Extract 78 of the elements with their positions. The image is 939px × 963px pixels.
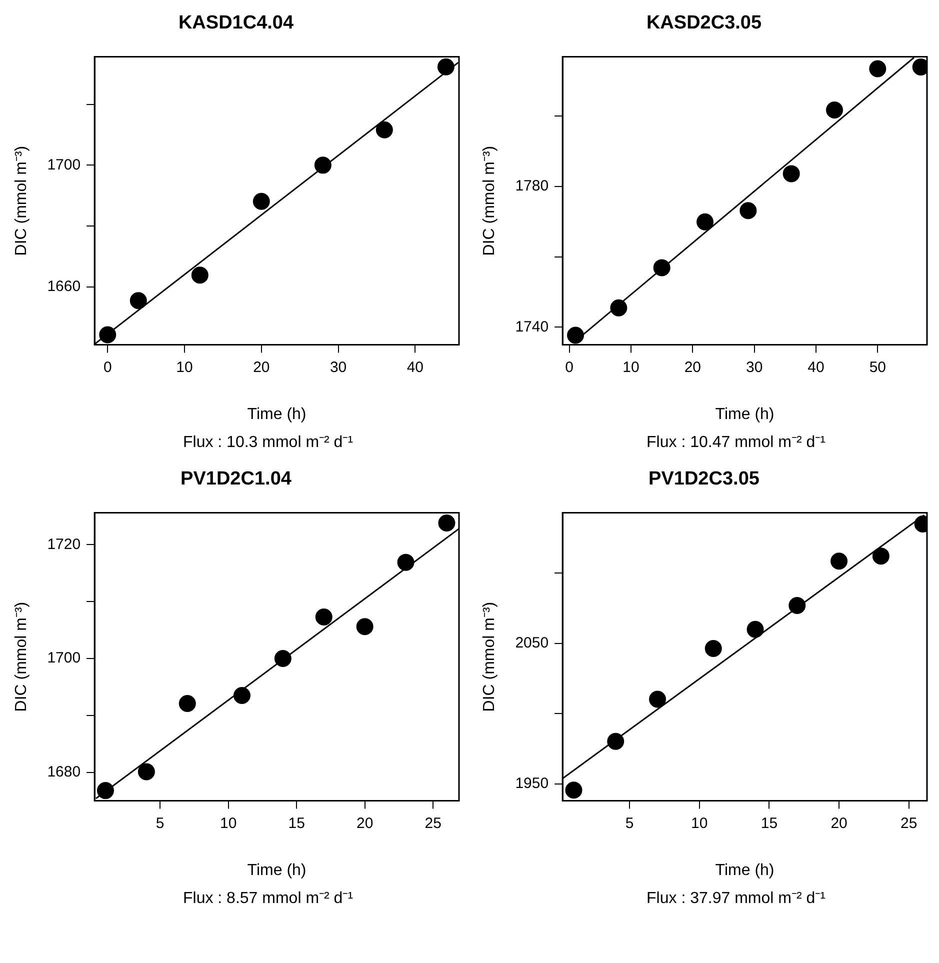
point — [746, 620, 764, 638]
point — [610, 299, 628, 316]
point — [649, 690, 666, 708]
point — [872, 548, 890, 565]
point — [138, 763, 155, 780]
x-axis-title: Time (h) — [247, 862, 306, 879]
point — [274, 650, 292, 668]
x-tick-label: 5 — [625, 814, 634, 832]
point — [607, 732, 624, 750]
text: Flux : 8.57 mmol m⁻² d⁻¹ — [182, 889, 354, 908]
point — [397, 554, 414, 571]
point — [830, 552, 848, 570]
x-tick-label: 20 — [356, 814, 374, 832]
point — [869, 60, 886, 78]
x-tick-label: 15 — [760, 814, 778, 832]
x-tick-label: 40 — [808, 358, 824, 376]
y-axis-title: DIC (mmol m⁻³) — [481, 602, 498, 712]
y-tick-label: 2050 — [515, 634, 549, 652]
x-tick-label: 20 — [830, 814, 848, 832]
point — [653, 259, 670, 276]
y-tick-label: 1700 — [47, 156, 81, 174]
point — [438, 514, 456, 532]
x-tick-label: 25 — [900, 814, 918, 832]
point — [788, 597, 806, 614]
x-tick-label: 30 — [330, 358, 347, 376]
point — [376, 121, 393, 138]
y-tick-label: 1740 — [515, 318, 549, 336]
point — [826, 101, 844, 118]
y-tick-label: 1700 — [47, 650, 81, 667]
chart-title: PV1D2C1.04 — [180, 468, 292, 490]
point — [567, 326, 584, 344]
x-tick-label: 50 — [869, 358, 886, 376]
y-axis-title: DIC (mmol m⁻³) — [13, 146, 30, 256]
point — [315, 608, 332, 626]
x-axis-title: Time (h) — [715, 862, 774, 879]
text: Flux : 37.97 mmol m⁻² d⁻¹ — [646, 889, 826, 908]
point — [565, 782, 582, 799]
x-tick-label: 15 — [288, 814, 305, 832]
chart-title: KASD1C4.04 — [178, 12, 294, 34]
point — [740, 202, 757, 220]
y-tick-label: 1660 — [47, 278, 81, 296]
y-axis-title: DIC (mmol m⁻³) — [481, 146, 498, 256]
point — [696, 213, 714, 230]
point — [356, 618, 374, 636]
text: Flux : 10.47 mmol m⁻² d⁻¹ — [646, 433, 826, 452]
chart-title: PV1D2C3.05 — [648, 468, 760, 490]
x-tick-label: 20 — [684, 358, 702, 376]
point — [178, 694, 196, 712]
x-tick-label: 25 — [424, 814, 442, 832]
x-tick-label: 0 — [565, 358, 574, 376]
x-tick-label: 10 — [176, 358, 193, 376]
point — [314, 156, 332, 174]
x-tick-label: 30 — [746, 358, 763, 376]
chart-title: KASD2C3.05 — [646, 12, 762, 34]
x-tick-label: 40 — [406, 358, 424, 376]
y-tick-label: 1950 — [515, 775, 549, 792]
x-tick-label: 5 — [156, 814, 164, 832]
point — [437, 58, 454, 76]
y-tick-label: 1720 — [47, 536, 81, 553]
point — [130, 292, 147, 310]
y-tick-label: 1780 — [515, 178, 549, 195]
text: Flux : 10.3 mmol m⁻² d⁻¹ — [182, 433, 354, 452]
x-tick-label: 10 — [691, 814, 708, 832]
point — [96, 782, 114, 800]
x-tick-label: 0 — [103, 358, 112, 376]
x-tick-label: 10 — [220, 814, 237, 832]
point — [252, 192, 270, 210]
y-tick-label: 1680 — [47, 763, 81, 780]
x-tick-label: 10 — [622, 358, 640, 376]
point — [191, 266, 208, 284]
point — [99, 326, 116, 344]
point — [704, 640, 722, 658]
point — [233, 687, 250, 704]
x-tick-label: 20 — [253, 358, 270, 376]
y-axis-title: DIC (mmol m⁻³) — [13, 602, 30, 712]
point — [782, 165, 800, 182]
x-axis-title: Time (h) — [715, 406, 774, 423]
x-axis-title: Time (h) — [247, 406, 306, 423]
